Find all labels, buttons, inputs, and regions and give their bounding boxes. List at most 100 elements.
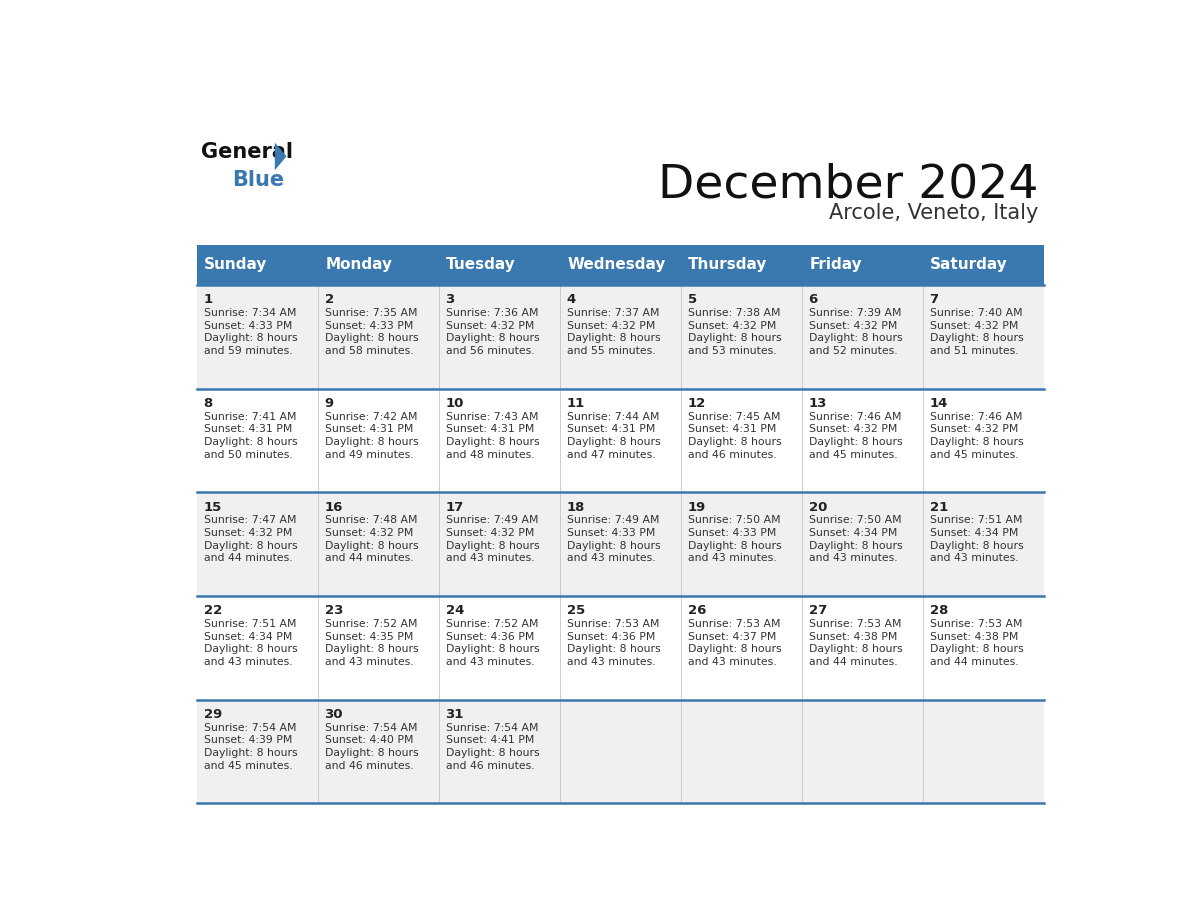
Text: 29: 29 — [203, 708, 222, 721]
Text: Sunrise: 7:38 AM: Sunrise: 7:38 AM — [688, 308, 781, 318]
Text: Sunrise: 7:40 AM: Sunrise: 7:40 AM — [929, 308, 1022, 318]
Text: Sunset: 4:32 PM: Sunset: 4:32 PM — [688, 320, 776, 330]
Text: 8: 8 — [203, 397, 213, 410]
Bar — [196, 596, 317, 700]
Bar — [923, 492, 1043, 596]
Text: and 50 minutes.: and 50 minutes. — [203, 450, 292, 460]
Text: Sunset: 4:38 PM: Sunset: 4:38 PM — [809, 632, 897, 642]
Text: Wednesday: Wednesday — [568, 257, 665, 273]
Bar — [317, 492, 438, 596]
Text: Daylight: 8 hours: Daylight: 8 hours — [324, 748, 418, 758]
Bar — [802, 492, 923, 596]
Text: Sunset: 4:31 PM: Sunset: 4:31 PM — [446, 424, 533, 434]
Text: 21: 21 — [929, 500, 948, 514]
Text: Sunrise: 7:49 AM: Sunrise: 7:49 AM — [446, 515, 538, 525]
Text: Daylight: 8 hours: Daylight: 8 hours — [446, 748, 539, 758]
Text: Sunset: 4:31 PM: Sunset: 4:31 PM — [203, 424, 292, 434]
Text: Sunset: 4:41 PM: Sunset: 4:41 PM — [446, 735, 533, 745]
Text: Blue: Blue — [232, 170, 284, 190]
Bar — [802, 596, 923, 700]
Text: Sunset: 4:39 PM: Sunset: 4:39 PM — [203, 735, 292, 745]
Text: Sunrise: 7:53 AM: Sunrise: 7:53 AM — [929, 619, 1022, 629]
Bar — [317, 596, 438, 700]
Text: Sunrise: 7:46 AM: Sunrise: 7:46 AM — [809, 411, 901, 421]
Text: 9: 9 — [324, 397, 334, 410]
Text: and 43 minutes.: and 43 minutes. — [567, 657, 656, 667]
Text: Sunset: 4:32 PM: Sunset: 4:32 PM — [446, 528, 533, 538]
Text: Daylight: 8 hours: Daylight: 8 hours — [688, 437, 782, 447]
Text: Saturday: Saturday — [930, 257, 1009, 273]
Text: 10: 10 — [446, 397, 465, 410]
Text: and 43 minutes.: and 43 minutes. — [203, 657, 292, 667]
Text: 6: 6 — [809, 294, 817, 307]
Text: Daylight: 8 hours: Daylight: 8 hours — [203, 541, 297, 551]
Text: Daylight: 8 hours: Daylight: 8 hours — [567, 644, 661, 655]
Text: Sunset: 4:34 PM: Sunset: 4:34 PM — [203, 632, 292, 642]
Bar — [802, 388, 923, 492]
Text: Daylight: 8 hours: Daylight: 8 hours — [324, 437, 418, 447]
Text: 23: 23 — [324, 604, 343, 617]
Text: Daylight: 8 hours: Daylight: 8 hours — [809, 644, 902, 655]
Text: and 47 minutes.: and 47 minutes. — [567, 450, 656, 460]
Text: Sunset: 4:33 PM: Sunset: 4:33 PM — [688, 528, 776, 538]
Text: and 58 minutes.: and 58 minutes. — [324, 346, 413, 356]
Text: Daylight: 8 hours: Daylight: 8 hours — [324, 333, 418, 343]
Bar — [438, 492, 560, 596]
Bar — [196, 388, 317, 492]
Bar — [196, 700, 317, 803]
Text: Daylight: 8 hours: Daylight: 8 hours — [446, 333, 539, 343]
Text: and 49 minutes.: and 49 minutes. — [324, 450, 413, 460]
Bar — [196, 245, 1043, 285]
Text: and 46 minutes.: and 46 minutes. — [324, 761, 413, 771]
Text: 2: 2 — [324, 294, 334, 307]
Text: Daylight: 8 hours: Daylight: 8 hours — [929, 644, 1023, 655]
Text: Sunset: 4:36 PM: Sunset: 4:36 PM — [446, 632, 533, 642]
Text: Daylight: 8 hours: Daylight: 8 hours — [929, 437, 1023, 447]
Text: Sunrise: 7:54 AM: Sunrise: 7:54 AM — [446, 722, 538, 733]
Text: and 46 minutes.: and 46 minutes. — [446, 761, 535, 771]
Text: 16: 16 — [324, 500, 343, 514]
Text: 1: 1 — [203, 294, 213, 307]
Text: Sunset: 4:31 PM: Sunset: 4:31 PM — [324, 424, 413, 434]
Text: Sunrise: 7:51 AM: Sunrise: 7:51 AM — [203, 619, 296, 629]
Text: Daylight: 8 hours: Daylight: 8 hours — [809, 333, 902, 343]
Text: Sunrise: 7:48 AM: Sunrise: 7:48 AM — [324, 515, 417, 525]
Text: Sunrise: 7:37 AM: Sunrise: 7:37 AM — [567, 308, 659, 318]
Text: 12: 12 — [688, 397, 706, 410]
Bar — [923, 388, 1043, 492]
Text: Sunrise: 7:45 AM: Sunrise: 7:45 AM — [688, 411, 781, 421]
Text: Sunset: 4:31 PM: Sunset: 4:31 PM — [688, 424, 776, 434]
Text: 4: 4 — [567, 294, 576, 307]
Text: 19: 19 — [688, 500, 706, 514]
Text: Daylight: 8 hours: Daylight: 8 hours — [809, 541, 902, 551]
Bar — [560, 700, 681, 803]
Text: Thursday: Thursday — [688, 257, 767, 273]
Text: and 43 minutes.: and 43 minutes. — [324, 657, 413, 667]
Bar — [681, 285, 802, 388]
Text: Daylight: 8 hours: Daylight: 8 hours — [446, 644, 539, 655]
Text: Arcole, Veneto, Italy: Arcole, Veneto, Italy — [829, 203, 1038, 222]
Text: Monday: Monday — [326, 257, 392, 273]
Text: Sunrise: 7:53 AM: Sunrise: 7:53 AM — [688, 619, 781, 629]
Text: Sunrise: 7:46 AM: Sunrise: 7:46 AM — [929, 411, 1022, 421]
Text: Daylight: 8 hours: Daylight: 8 hours — [809, 437, 902, 447]
Text: 31: 31 — [446, 708, 465, 721]
Text: and 48 minutes.: and 48 minutes. — [446, 450, 535, 460]
Bar — [438, 596, 560, 700]
Bar — [317, 700, 438, 803]
Text: Daylight: 8 hours: Daylight: 8 hours — [929, 541, 1023, 551]
Text: General: General — [201, 142, 293, 162]
Text: Sunrise: 7:54 AM: Sunrise: 7:54 AM — [203, 722, 296, 733]
Text: Sunday: Sunday — [204, 257, 267, 273]
Text: Daylight: 8 hours: Daylight: 8 hours — [688, 644, 782, 655]
Text: and 55 minutes.: and 55 minutes. — [567, 346, 656, 356]
Text: Sunset: 4:32 PM: Sunset: 4:32 PM — [446, 320, 533, 330]
Text: 20: 20 — [809, 500, 827, 514]
Text: and 52 minutes.: and 52 minutes. — [809, 346, 897, 356]
Text: Daylight: 8 hours: Daylight: 8 hours — [446, 437, 539, 447]
Text: 25: 25 — [567, 604, 584, 617]
Text: and 45 minutes.: and 45 minutes. — [203, 761, 292, 771]
Text: and 45 minutes.: and 45 minutes. — [929, 450, 1018, 460]
Text: Daylight: 8 hours: Daylight: 8 hours — [203, 748, 297, 758]
Text: Daylight: 8 hours: Daylight: 8 hours — [446, 541, 539, 551]
